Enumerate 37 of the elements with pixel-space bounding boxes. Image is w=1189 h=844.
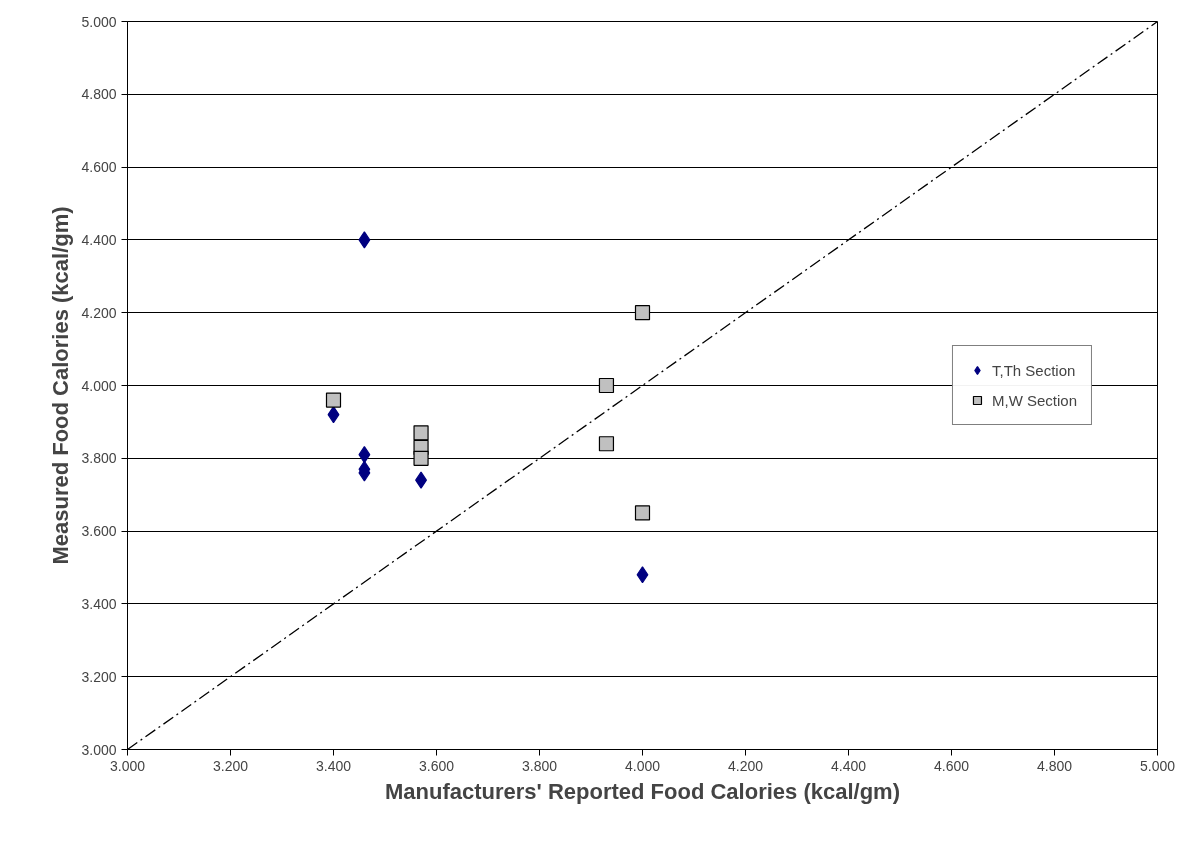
point	[413, 425, 429, 441]
point	[358, 446, 371, 464]
point	[413, 450, 429, 466]
y-axis-title: Measured Food Calories (kcal/gm)	[48, 206, 74, 565]
point	[325, 392, 342, 408]
y-tick-label: 4.800	[81, 86, 117, 103]
x-tick-label: 3.600	[418, 757, 455, 774]
x-tick-label: 4.800	[1036, 757, 1073, 774]
point	[598, 436, 615, 452]
legend-label: M,W Section	[991, 391, 1077, 409]
y-tick-label: 3.600	[81, 523, 117, 540]
y-tick-label: 5.000	[81, 13, 117, 30]
x-tick-label: 3.000	[109, 757, 146, 774]
x-axis-title: Manufacturers' Reported Food Calories (kcal/gm)	[385, 778, 900, 804]
point	[598, 377, 615, 394]
point	[634, 505, 651, 521]
x-tick-label: 3.400	[315, 757, 352, 774]
y-tick-label: 4.400	[81, 231, 117, 248]
x-tick-label: 5.000	[1139, 757, 1176, 774]
y-tick-label: 3.400	[81, 595, 117, 612]
point	[634, 305, 651, 321]
x-tick-label: 3.200	[212, 757, 249, 774]
x-tick-label: 4.000	[624, 757, 661, 774]
x-tick-label: 3.800	[521, 757, 558, 774]
point	[636, 566, 649, 584]
y-tick-label: 4.200	[81, 304, 117, 321]
y-tick-label: 3.000	[81, 741, 117, 758]
x-tick-label: 4.400	[830, 757, 867, 774]
x-tick-label: 4.600	[933, 757, 970, 774]
y-tick-label: 4.600	[81, 159, 117, 176]
y-tick-label: 3.200	[81, 668, 117, 685]
y-tick-label: 4.000	[81, 377, 117, 394]
legend-label: T,Th Section	[991, 361, 1076, 379]
point	[358, 231, 371, 249]
y-tick-label: 3.800	[81, 450, 117, 467]
point	[327, 406, 340, 424]
x-tick-label: 4.200	[727, 757, 764, 774]
